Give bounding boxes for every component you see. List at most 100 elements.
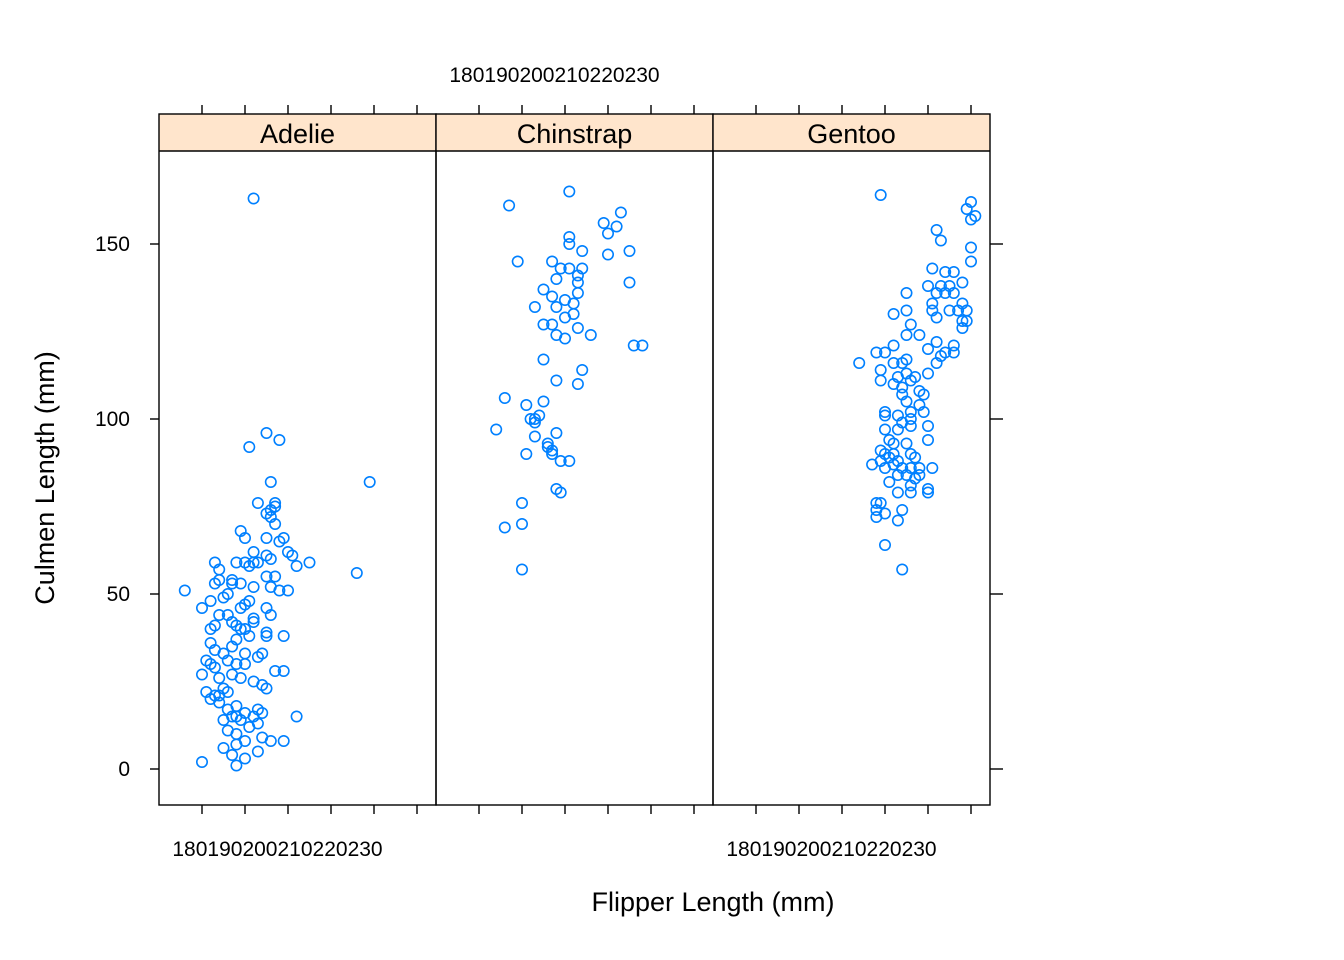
- data-point: [290, 710, 303, 723]
- data-point: [515, 563, 528, 576]
- data-point: [926, 461, 939, 474]
- data-point: [597, 217, 610, 230]
- y-tick-label: 50: [107, 583, 130, 606]
- data-point: [917, 388, 930, 401]
- panel-adelie: Adelie: [158, 105, 437, 814]
- data-point: [878, 409, 891, 422]
- data-point: [921, 342, 934, 355]
- data-point: [870, 496, 883, 509]
- data-point: [230, 759, 243, 772]
- data-point: [623, 276, 636, 289]
- data-point: [891, 468, 904, 481]
- data-point: [217, 741, 230, 754]
- data-point: [260, 426, 273, 439]
- data-point: [887, 356, 900, 369]
- data-point: [571, 276, 584, 289]
- data-point: [900, 286, 913, 299]
- data-point: [887, 307, 900, 320]
- data-point: [281, 584, 294, 597]
- data-point: [896, 563, 909, 576]
- data-point: [204, 594, 217, 607]
- data-point: [213, 696, 226, 709]
- data-point: [217, 591, 230, 604]
- data-point: [269, 517, 282, 530]
- data-point: [234, 713, 247, 726]
- strip-background: [159, 114, 436, 151]
- data-point: [178, 584, 191, 597]
- data-point: [921, 279, 934, 292]
- data-point: [563, 185, 576, 198]
- strip-label: Gentoo: [807, 119, 896, 149]
- data-point: [900, 304, 913, 317]
- data-point: [247, 580, 260, 593]
- data-point: [904, 479, 917, 492]
- data-point: [563, 454, 576, 467]
- data-point: [239, 752, 252, 765]
- data-point: [251, 745, 264, 758]
- data-point: [567, 297, 580, 310]
- data-point: [234, 671, 247, 684]
- data-point: [891, 486, 904, 499]
- x-axis-label: Flipper Length (mm): [591, 887, 834, 917]
- data-point: [930, 356, 943, 369]
- data-point: [546, 290, 559, 303]
- data-point: [896, 381, 909, 394]
- data-point: [921, 433, 934, 446]
- data-point: [939, 265, 952, 278]
- data-point: [251, 650, 264, 663]
- data-point: [904, 486, 917, 499]
- data-point: [904, 318, 917, 331]
- data-point: [251, 496, 264, 509]
- data-point: [498, 391, 511, 404]
- data-point: [947, 339, 960, 352]
- data-point: [921, 486, 934, 499]
- data-point: [511, 255, 524, 268]
- data-point: [520, 398, 533, 411]
- data-point: [904, 374, 917, 387]
- data-point: [563, 231, 576, 244]
- data-point: [277, 664, 290, 677]
- data-point: [896, 503, 909, 516]
- data-point: [930, 335, 943, 348]
- data-point: [964, 213, 977, 226]
- data-point: [571, 321, 584, 334]
- data-point: [571, 286, 584, 299]
- data-point: [909, 451, 922, 464]
- data-point: [196, 755, 209, 768]
- data-point: [930, 224, 943, 237]
- data-point: [546, 447, 559, 460]
- data-point: [230, 657, 243, 670]
- data-point: [956, 276, 969, 289]
- data-point: [528, 300, 541, 313]
- data-point: [956, 314, 969, 327]
- data-point: [554, 486, 567, 499]
- data-point: [528, 412, 541, 425]
- data-point: [234, 622, 247, 635]
- data-point: [230, 556, 243, 569]
- data-point: [213, 671, 226, 684]
- data-point: [896, 356, 909, 369]
- data-point: [247, 615, 260, 628]
- data-point: [239, 531, 252, 544]
- y-tick-label: 0: [118, 758, 130, 781]
- data-point: [537, 353, 550, 366]
- data-point: [878, 423, 891, 436]
- data-point: [264, 552, 277, 565]
- panel-gentoo: Gentoo: [712, 105, 991, 814]
- x-tick-labels-bottom-adelie: 180190200210220230: [172, 838, 382, 861]
- data-point: [554, 454, 567, 467]
- data-point: [546, 318, 559, 331]
- data-point: [891, 514, 904, 527]
- data-point: [900, 395, 913, 408]
- data-point: [264, 475, 277, 488]
- data-point: [196, 668, 209, 681]
- data-point: [264, 734, 277, 747]
- data-point: [498, 521, 511, 534]
- data-point: [874, 363, 887, 376]
- data-point: [213, 608, 226, 621]
- data-point: [623, 245, 636, 258]
- data-point: [273, 584, 286, 597]
- data-point: [273, 433, 286, 446]
- data-point: [964, 255, 977, 268]
- data-point: [239, 647, 252, 660]
